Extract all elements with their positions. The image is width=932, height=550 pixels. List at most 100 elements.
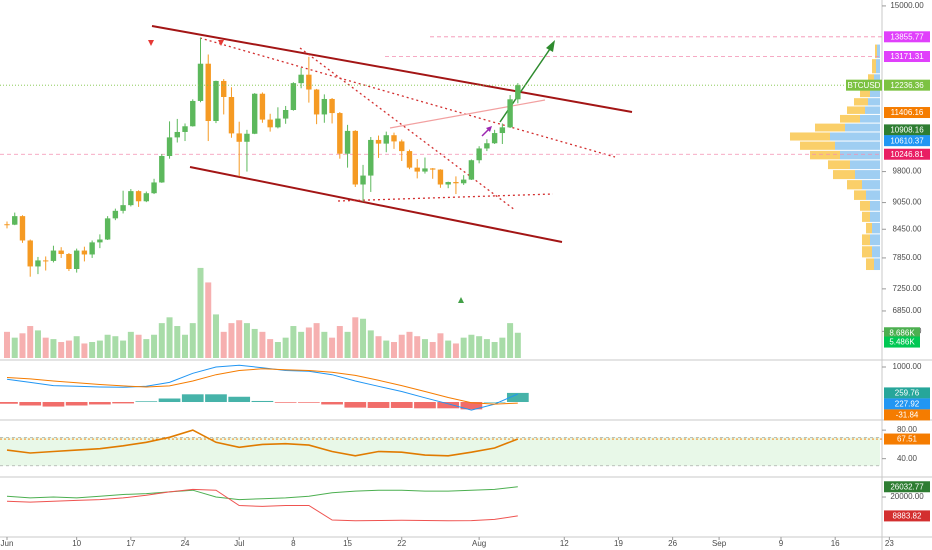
volume-profile-bar	[866, 222, 872, 234]
y-tick-label: 7250.00	[893, 284, 922, 293]
volume-profile-bar	[854, 190, 866, 200]
volume-bar	[398, 334, 405, 358]
price-tag-label: 12236.36	[890, 81, 924, 90]
price-tag	[884, 107, 930, 119]
macd-histogram-bar	[135, 401, 158, 403]
volume-bar	[274, 342, 281, 358]
x-tick-label: 19	[614, 539, 623, 548]
macd-histogram-bar	[298, 402, 320, 403]
volume-profile-bar	[862, 211, 870, 222]
volume-tag-label: 5.486K	[889, 338, 915, 347]
macd-histogram-bar	[483, 402, 506, 403]
y-tick-label: 80.00	[897, 425, 918, 434]
candle-body	[190, 100, 196, 127]
volume-bar	[197, 267, 204, 358]
dotted-trend	[199, 37, 616, 158]
volume-bar	[445, 340, 452, 358]
value-tag	[884, 433, 930, 445]
candle-body	[468, 160, 475, 180]
macd-histogram-bar	[506, 392, 529, 403]
candle-body	[236, 133, 242, 142]
price-tag	[884, 148, 930, 160]
volume-profile-bar	[875, 44, 877, 59]
price-tag	[884, 51, 930, 63]
macd-histogram-bar	[460, 402, 483, 410]
macd-histogram-bar	[414, 402, 436, 409]
price-tag-label: 13171.31	[890, 52, 924, 61]
value-tag-label: -31.84	[896, 411, 919, 420]
x-tick-label: 10	[72, 539, 81, 548]
macd-histogram-bar	[89, 402, 111, 405]
volume-profile-bar	[870, 90, 880, 98]
value-tag	[884, 510, 930, 522]
candle-body	[205, 63, 211, 122]
volume-bar	[460, 337, 467, 358]
price-tag	[884, 79, 930, 91]
volume-bar	[391, 342, 397, 358]
macd-histogram-bar	[321, 402, 343, 405]
macd-histogram-bar	[390, 402, 413, 408]
y-tick-label: 7850.00	[893, 253, 922, 262]
x-tick-label: Jul	[234, 539, 244, 548]
volume-bar	[228, 323, 235, 358]
volume-bar	[429, 342, 436, 358]
x-tick-label: 26	[668, 539, 677, 548]
volume-bar	[236, 320, 243, 358]
x-tick-label: 15	[343, 539, 352, 548]
arrow-head	[546, 40, 555, 52]
volume-bar	[112, 336, 119, 358]
volume-bar	[313, 323, 320, 358]
macd-histogram-bar	[228, 396, 251, 403]
x-tick-label: 24	[181, 539, 190, 548]
value-tag-label: 227.92	[895, 400, 920, 409]
y-tick-label: 40.00	[897, 454, 918, 463]
volume-profile-bar	[830, 132, 880, 141]
candle-body	[73, 250, 80, 269]
price-tag-label: 10246.81	[890, 150, 924, 159]
candle-body	[298, 74, 304, 84]
candle-body	[282, 110, 289, 119]
candle-body	[174, 131, 180, 138]
sell-marker	[218, 40, 224, 46]
volume-profile-bar	[870, 234, 880, 246]
candle-body	[360, 175, 366, 185]
volume-bar	[189, 323, 196, 358]
candle-body	[476, 148, 482, 161]
volume-bar	[476, 336, 483, 358]
candle-body	[368, 139, 374, 176]
indicator-line	[6, 368, 518, 405]
volume-bar	[81, 343, 88, 358]
channel-bottom	[189, 166, 563, 243]
volume-tag	[884, 336, 920, 348]
sell-marker	[148, 40, 154, 46]
volume-bar	[27, 326, 34, 358]
volume-profile-bar	[868, 98, 880, 106]
value-tag-label: 259.76	[895, 389, 920, 398]
volume-bar	[452, 343, 459, 358]
volume-bar	[96, 340, 103, 358]
x-tick-label: 16	[831, 539, 840, 548]
candle-body	[81, 250, 88, 255]
symbol-tag	[846, 79, 882, 91]
x-tick-label: 9	[779, 539, 784, 548]
value-tag-label: 8883.82	[893, 512, 922, 521]
volume-bar	[383, 340, 390, 358]
x-tick-label: Aug	[472, 539, 486, 548]
candle-body	[244, 133, 250, 142]
y-tick-label: 9800.00	[893, 167, 922, 176]
candle-body	[383, 135, 389, 144]
candle-body	[27, 240, 33, 267]
volume-profile-bar	[876, 59, 880, 74]
candle-body	[251, 93, 258, 134]
price-tag	[884, 135, 930, 147]
candle-body	[391, 135, 397, 142]
volume-bar	[4, 331, 10, 358]
volume-profile-bar	[877, 44, 880, 59]
volume-profile-bar	[860, 114, 880, 123]
volume-profile-bar	[872, 59, 876, 74]
macd-histogram-bar	[344, 402, 367, 408]
candle-body	[499, 127, 506, 134]
candle-body	[221, 80, 227, 98]
